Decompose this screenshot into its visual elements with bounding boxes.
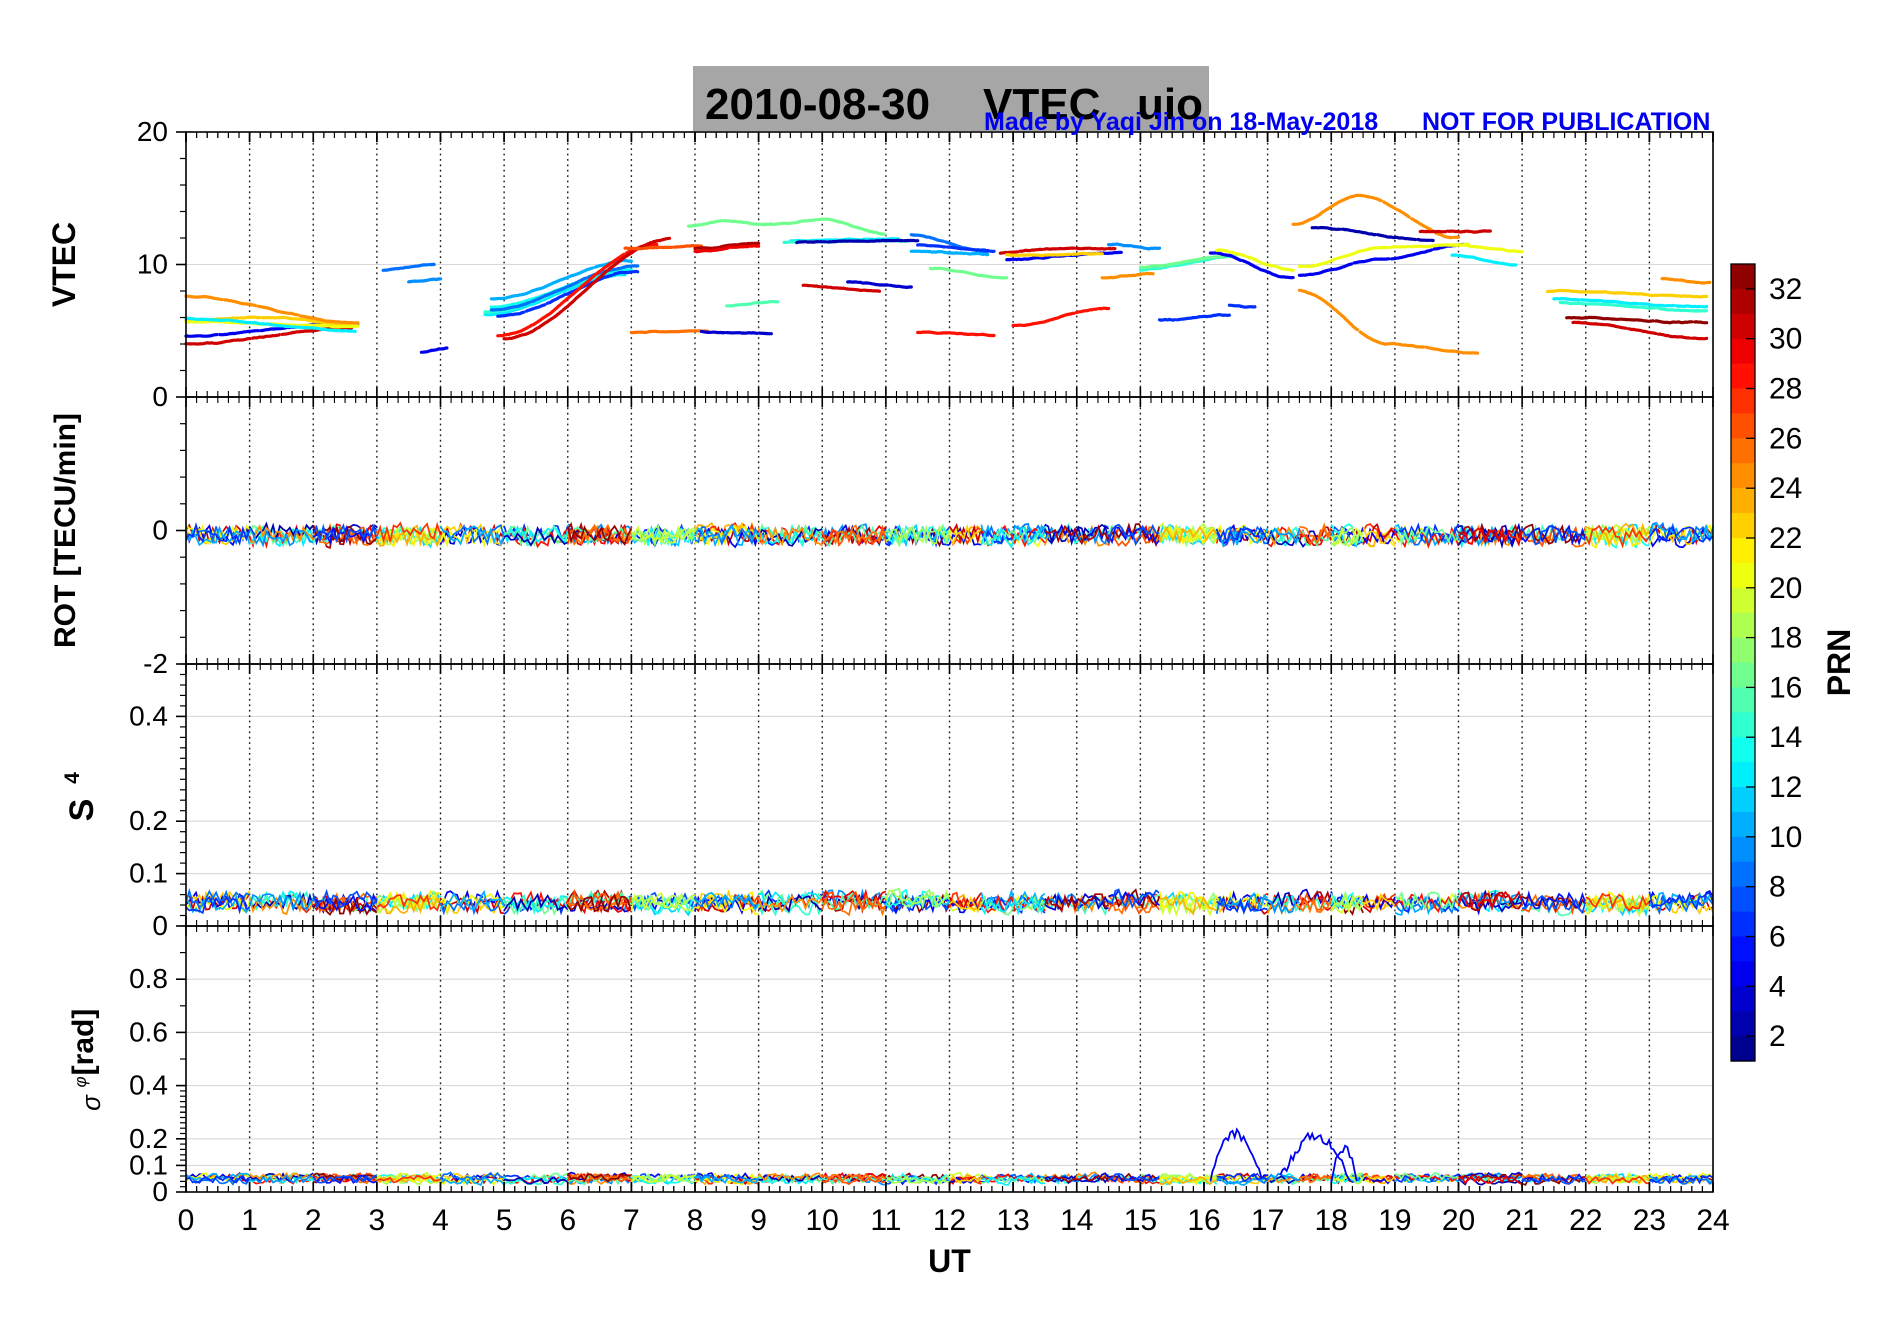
svg-text:17: 17 (1251, 1204, 1284, 1237)
svg-text:24: 24 (1769, 472, 1802, 505)
svg-text:0.8: 0.8 (129, 963, 168, 994)
svg-text:Made by Yaqi Jin on 18-May-201: Made by Yaqi Jin on 18-May-2018 (984, 108, 1378, 136)
svg-text:0: 0 (152, 910, 168, 941)
svg-text:8: 8 (687, 1204, 704, 1237)
svg-text:1: 1 (241, 1204, 258, 1237)
svg-text:24: 24 (1696, 1204, 1729, 1237)
svg-text:18: 18 (1769, 622, 1802, 655)
svg-text:15: 15 (1124, 1204, 1157, 1237)
svg-text:UT: UT (928, 1243, 971, 1279)
svg-text:0: 0 (152, 1176, 168, 1207)
svg-text:4: 4 (432, 1204, 449, 1237)
svg-text:6: 6 (1769, 921, 1786, 954)
svg-text:18: 18 (1315, 1204, 1348, 1237)
svg-text:0.1: 0.1 (129, 1149, 168, 1180)
svg-text:0.2: 0.2 (129, 805, 168, 836)
svg-text:σ: σ (76, 1094, 106, 1111)
svg-text:13: 13 (996, 1204, 1029, 1237)
svg-text:0.1: 0.1 (129, 858, 168, 889)
svg-text:2: 2 (1769, 1020, 1786, 1053)
svg-text:NOT FOR PUBLICATION: NOT FOR PUBLICATION (1422, 108, 1710, 136)
svg-text:22: 22 (1569, 1204, 1602, 1237)
svg-text:32: 32 (1769, 273, 1802, 306)
svg-text:6: 6 (559, 1204, 576, 1237)
svg-text:12: 12 (933, 1204, 966, 1237)
svg-text:2010-08-30: 2010-08-30 (705, 80, 930, 129)
svg-text:14: 14 (1060, 1204, 1093, 1237)
svg-text:8: 8 (1769, 871, 1786, 904)
svg-text:30: 30 (1769, 323, 1802, 356)
svg-text:10: 10 (137, 249, 168, 280)
svg-text:19: 19 (1378, 1204, 1411, 1237)
svg-text:φ: φ (71, 1076, 90, 1087)
svg-text:[rad]: [rad] (67, 1009, 100, 1076)
svg-text:ROT [TECU/min]: ROT [TECU/min] (49, 413, 82, 648)
svg-text:22: 22 (1769, 522, 1802, 555)
svg-text:20: 20 (137, 116, 168, 147)
svg-text:20: 20 (1769, 572, 1802, 605)
svg-text:14: 14 (1769, 721, 1802, 754)
svg-text:9: 9 (750, 1204, 767, 1237)
svg-text:20: 20 (1442, 1204, 1475, 1237)
svg-text:12: 12 (1769, 771, 1802, 804)
svg-text:3: 3 (369, 1204, 386, 1237)
svg-text:10: 10 (1769, 821, 1802, 854)
svg-text:0: 0 (152, 515, 168, 546)
svg-text:28: 28 (1769, 373, 1802, 406)
svg-text:0.2: 0.2 (129, 1123, 168, 1154)
svg-text:23: 23 (1633, 1204, 1666, 1237)
svg-text:0: 0 (152, 381, 168, 412)
svg-text:0: 0 (178, 1204, 195, 1237)
svg-text:16: 16 (1187, 1204, 1220, 1237)
svg-text:21: 21 (1505, 1204, 1538, 1237)
svg-text:5: 5 (496, 1204, 513, 1237)
svg-text:10: 10 (806, 1204, 839, 1237)
svg-text:-2: -2 (143, 648, 168, 679)
svg-text:0.6: 0.6 (129, 1016, 168, 1047)
svg-text:0.4: 0.4 (129, 1070, 168, 1101)
svg-text:4: 4 (1769, 970, 1786, 1003)
svg-text:26: 26 (1769, 422, 1802, 455)
svg-text:2: 2 (305, 1204, 322, 1237)
svg-text:4: 4 (61, 772, 84, 784)
svg-text:11: 11 (870, 1204, 901, 1237)
svg-text:0.4: 0.4 (129, 700, 168, 731)
svg-text:PRN: PRN (1821, 629, 1857, 697)
svg-text:16: 16 (1769, 671, 1802, 704)
svg-text:S: S (63, 799, 101, 822)
svg-text:7: 7 (623, 1204, 640, 1237)
svg-text:VTEC: VTEC (46, 222, 82, 307)
